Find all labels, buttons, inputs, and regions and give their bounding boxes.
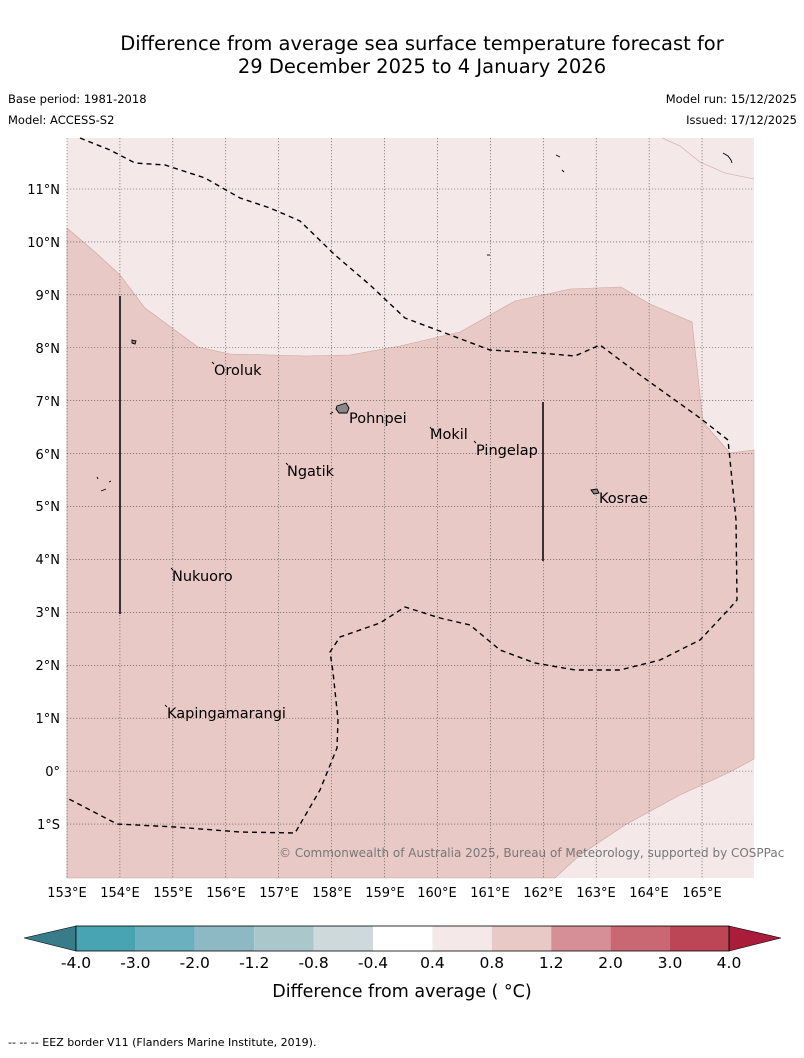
lat-label-6n: 6°N: [36, 448, 61, 463]
model-run: Model run: 15/12/2025: [665, 92, 797, 106]
base-period: Base period: 1981-2018: [8, 92, 147, 106]
lon-label-162e: 162°E: [523, 886, 563, 901]
colorbar-segment: [135, 926, 195, 951]
eez-boundary-line: [66, 137, 738, 834]
colorbar-segment: [194, 926, 255, 951]
lat-label-5n: 5°N: [36, 500, 61, 515]
colorbar-segment: [670, 926, 729, 951]
lon-label-163e: 163°E: [576, 886, 616, 901]
colorbar-extend-high: [728, 925, 782, 952]
place-kosrae: Kosrae: [599, 491, 648, 507]
lon-label-158e: 158°E: [312, 886, 352, 901]
colorbar-tick: -1.2: [239, 954, 269, 972]
title-line-2: 29 December 2025 to 4 January 2026: [237, 55, 607, 78]
lon-label-164e: 164°E: [629, 886, 669, 901]
place-pohnpei: Pohnpei: [349, 411, 407, 427]
colorbar-segment: [76, 926, 136, 951]
islets-southwest: [96, 476, 112, 492]
colorbar-tick: 4.0: [717, 954, 742, 972]
islet-pohnpei: [329, 411, 334, 415]
lon-label-157e: 157°E: [259, 886, 299, 901]
lon-label-165e: 165°E: [682, 886, 722, 901]
colorbar-title: Difference from average ( °C): [272, 982, 531, 1002]
colorbar-segment: [491, 926, 552, 951]
colorbar: -4.0 -3.0 -2.0 -1.2 -0.8 -0.4 0.4 0.8 1.…: [23, 925, 782, 1002]
place-pingelap: Pingelap: [476, 443, 538, 459]
colorbar-tick: 2.0: [598, 954, 623, 972]
lon-label-155e: 155°E: [153, 886, 193, 901]
graticule: [66, 138, 754, 878]
place-mokil: Mokil: [430, 427, 468, 443]
colorbar-frame: [75, 925, 730, 952]
colorbar-segment: [313, 926, 373, 951]
colorbar-segment: [432, 926, 492, 951]
title-line-1: Difference from average sea surface temp…: [120, 32, 724, 55]
lon-label-161e: 161°E: [470, 886, 510, 901]
atoll-markers: [164, 361, 477, 708]
islet-west: [131, 339, 137, 345]
map-figure: Oroluk Pohnpei Mokil Pingelap Ngatik Kos…: [23, 137, 784, 1002]
colorbar-extend-low: [23, 925, 77, 952]
pohnpei-island: [335, 402, 350, 414]
longitude-labels: 153°E 154°E 155°E 156°E 157°E 158°E 159°…: [47, 886, 722, 901]
lon-label-160e: 160°E: [417, 886, 457, 901]
anomaly-contour-north: [661, 137, 755, 180]
colorbar-tick: -0.4: [358, 954, 388, 972]
colorbar-segment: [254, 926, 314, 951]
lat-label-11n: 11°N: [27, 183, 60, 198]
islets-northeast: [722, 152, 733, 164]
lat-label-9n: 9°N: [36, 289, 61, 304]
eez-footnote: -- -- -- EEZ border V11 (Flanders Marine…: [8, 1036, 317, 1049]
colorbar-tick: 0.8: [479, 954, 504, 972]
colorbar-tick: 1.2: [539, 954, 564, 972]
lat-label-4n: 4°N: [36, 553, 61, 568]
colorbar-tick: 3.0: [658, 954, 683, 972]
place-oroluk: Oroluk: [214, 363, 262, 379]
lat-label-8n: 8°N: [36, 342, 61, 357]
colorbar-tick: -3.0: [120, 954, 150, 972]
issued-date: Issued: 17/12/2025: [686, 113, 797, 127]
lat-label-1s: 1°S: [37, 818, 60, 833]
latitude-labels: 11°N 10°N 9°N 8°N 7°N 6°N 5°N 4°N 3°N 2°…: [27, 183, 60, 833]
colorbar-tick: -4.0: [61, 954, 91, 972]
islands: [96, 152, 733, 708]
map-title: Difference from average sea surface temp…: [0, 32, 804, 78]
lon-label-159e: 159°E: [365, 886, 405, 901]
colorbar-segment: [610, 926, 670, 951]
place-labels: Oroluk Pohnpei Mokil Pingelap Ngatik Kos…: [167, 363, 648, 722]
lon-label-156e: 156°E: [206, 886, 246, 901]
eez-borders: [66, 137, 738, 834]
place-kapingamarangi: Kapingamarangi: [167, 706, 286, 722]
copyright-notice: © Commonwealth of Australia 2025, Bureau…: [279, 846, 784, 860]
lat-label-3n: 3°N: [36, 606, 61, 621]
lat-label-0: 0°: [45, 765, 60, 780]
map-area: Oroluk Pohnpei Mokil Pingelap Ngatik Kos…: [66, 137, 784, 879]
lon-label-153e: 153°E: [47, 886, 87, 901]
place-ngatik: Ngatik: [287, 464, 335, 480]
islets-north: [555, 154, 565, 173]
anomaly-zone-warm: [66, 227, 755, 879]
colorbar-tick: 0.4: [420, 954, 445, 972]
colorbar-segment: [373, 926, 433, 951]
lon-label-154e: 154°E: [100, 886, 140, 901]
colorbar-tick: -2.0: [180, 954, 210, 972]
model-name: Model: ACCESS-S2: [8, 113, 115, 127]
place-nukuoro: Nukuoro: [172, 569, 233, 585]
lat-label-10n: 10°N: [27, 236, 60, 251]
lat-label-7n: 7°N: [36, 395, 61, 410]
kosrae-island: [590, 488, 600, 495]
colorbar-tick: -0.8: [298, 954, 328, 972]
colorbar-segment: [551, 926, 611, 951]
lat-label-1n: 1°N: [36, 712, 61, 727]
lat-label-2n: 2°N: [36, 659, 61, 674]
